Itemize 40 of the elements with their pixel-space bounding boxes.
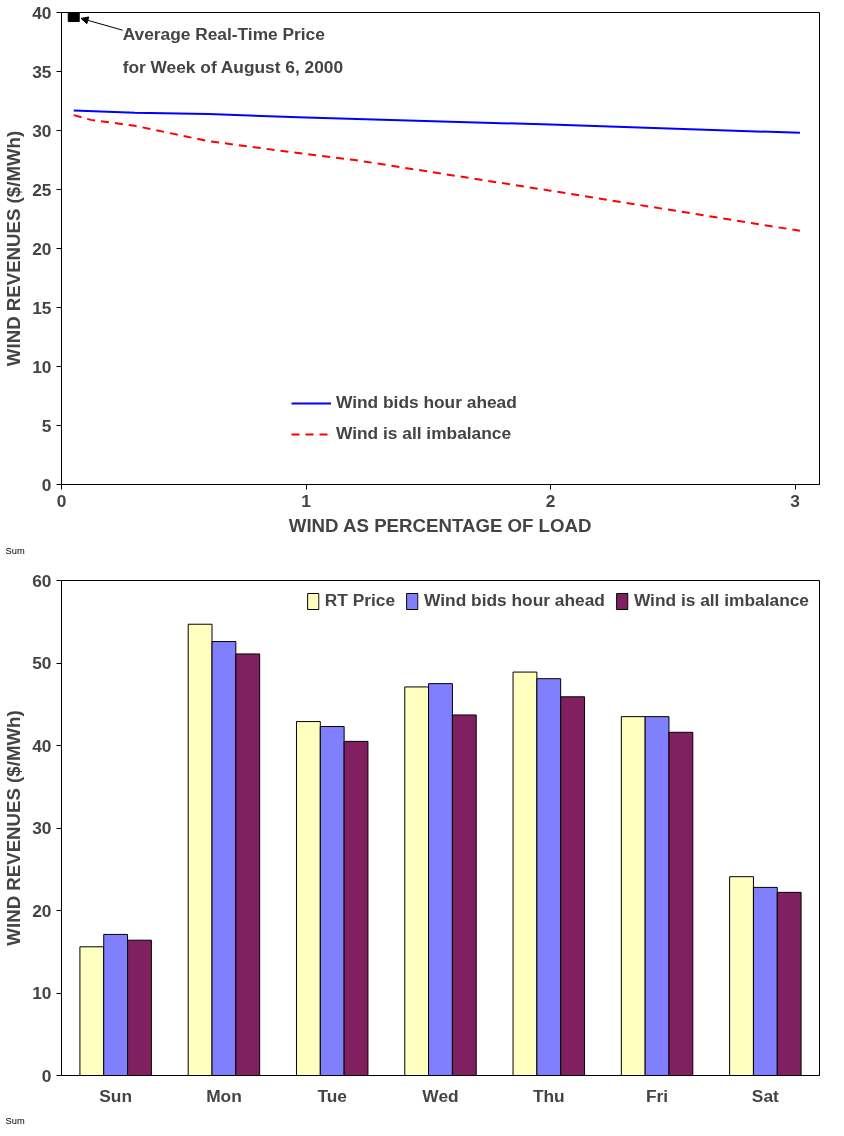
x-tick-label: 3	[790, 490, 801, 511]
line-series	[72, 109, 801, 134]
x-tick-label: Mon	[206, 1085, 242, 1106]
x-tick-label: 1	[301, 490, 312, 511]
x-tick-label: Tue	[317, 1085, 348, 1106]
legend-label: Wind bids hour ahead	[424, 590, 605, 611]
y-axis-title: WIND REVENUES ($/MWh)	[3, 710, 25, 946]
y-tick-label: 0	[41, 474, 52, 495]
text: Sum	[5, 1115, 25, 1126]
y-tick-label: 30	[32, 120, 52, 141]
x-tick-label: Sun	[99, 1085, 133, 1106]
y-tick-label: 25	[32, 179, 52, 200]
y-tick-label: 0	[41, 1065, 52, 1086]
legend-label: Wind bids hour ahead	[336, 392, 517, 413]
x-axis-title: WIND AS PERCENTAGE OF LOAD	[288, 514, 592, 536]
x-tick-label: Sat	[751, 1085, 780, 1106]
y-tick-label: 20	[32, 238, 52, 259]
text: Sum	[5, 545, 25, 556]
y-tick-label: 10	[32, 356, 52, 377]
legend-label: Wind is all imbalance	[633, 590, 809, 611]
annotation: Average Real-Time Price for Week of August 6, 2000	[122, 23, 344, 77]
x-tick-label: 0	[56, 490, 67, 511]
y-tick-label: 40	[32, 735, 52, 756]
y-tick-label: 30	[32, 818, 52, 838]
x-tick-label: Fri	[646, 1085, 669, 1106]
x-tick-label: 2	[545, 490, 556, 511]
y-axis-title: WIND REVENUES ($/MWh)	[3, 130, 25, 367]
y-tick-label: 60	[32, 570, 52, 591]
y-tick-label: 40	[32, 2, 52, 23]
x-tick-label: Thu	[532, 1085, 565, 1106]
legend-label: RT Price	[324, 590, 396, 611]
legend-label: Wind is all imbalance	[336, 423, 512, 444]
y-tick-label: 35	[32, 61, 52, 82]
x-tick-label: Wed	[422, 1085, 459, 1106]
y-tick-label: 10	[32, 983, 52, 1003]
y-tick-label: 15	[32, 297, 52, 318]
y-tick-label: 5	[41, 415, 52, 436]
line-series	[72, 114, 801, 232]
y-tick-label: 50	[32, 653, 52, 673]
y-tick-label: 20	[32, 900, 52, 921]
